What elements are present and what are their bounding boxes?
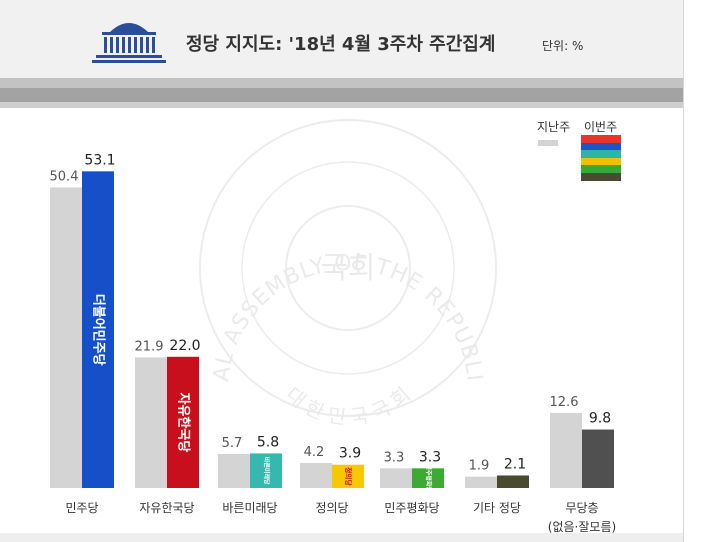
legend-current-swatch-stripe — [581, 172, 621, 181]
bar-current — [250, 453, 282, 488]
bar-party-logo: 민주평화당 — [425, 464, 433, 492]
data-label-previous: 1.9 — [469, 459, 490, 474]
bottom-border — [0, 533, 683, 542]
bar-previous — [50, 187, 82, 488]
header-divider-bottom — [0, 102, 683, 108]
data-label-previous: 3.3 — [384, 450, 405, 465]
bar-current — [412, 468, 444, 488]
legend-current-swatch-stripe — [581, 142, 621, 151]
data-label-current: 3.3 — [419, 449, 441, 465]
data-label-current: 2.1 — [504, 456, 526, 472]
page-title: 정당 지지도: '18년 4월 3주차 주간집계 — [186, 34, 496, 55]
bar-current — [82, 171, 114, 488]
bar-previous — [135, 357, 167, 488]
category-sublabel: (없음·잘모름) — [548, 520, 616, 533]
watermark-inner-text: 대 한 민 국 국 회 — [281, 382, 415, 429]
data-label-previous: 12.6 — [550, 395, 579, 410]
bar-current — [497, 475, 529, 488]
legend-current-swatch — [581, 135, 621, 181]
national-assembly-logo-icon — [92, 23, 166, 63]
bar-current — [582, 429, 614, 488]
category-label: 민주당 — [65, 501, 98, 515]
category-label: 자유한국당 — [139, 501, 194, 515]
category-label: 바른미래당 — [222, 501, 277, 515]
data-label-previous: 21.9 — [135, 339, 164, 354]
data-label-current: 9.8 — [589, 411, 611, 427]
data-label-current: 5.8 — [257, 434, 279, 450]
bar-party-logo: 더불어민주당 — [91, 294, 107, 366]
legend-current-swatch-stripe — [581, 135, 621, 143]
category-label: 무당층 — [565, 501, 598, 515]
header-divider-dark — [0, 88, 683, 102]
legend-current-swatch-stripe — [581, 165, 621, 173]
legend-current-swatch-stripe — [581, 157, 621, 166]
bar-previous — [380, 468, 412, 488]
legend-previous-swatch — [538, 140, 558, 146]
bar-previous — [550, 412, 582, 488]
bar-current — [332, 464, 364, 488]
data-label-current: 22.0 — [169, 338, 200, 354]
unit-label: 단위: % — [542, 39, 584, 53]
category-label: 민주평화당 — [384, 501, 439, 515]
bar-current — [167, 356, 199, 488]
bar-previous — [218, 454, 250, 488]
bar-party-logo: 정의당 — [344, 467, 353, 486]
header-band — [0, 0, 683, 78]
watermark-center-text: 국회 — [320, 251, 375, 286]
data-label-previous: 50.4 — [50, 169, 79, 184]
bar-party-logo: 자유한국당 — [176, 392, 192, 452]
data-label-current: 53.1 — [84, 152, 115, 168]
legend-current-swatch-stripe — [581, 150, 621, 158]
data-label-previous: 5.7 — [222, 436, 243, 451]
bar-party-logo: 바른미래당 — [263, 457, 271, 485]
category-label: 정의당 — [315, 501, 348, 515]
category-label: 기타 정당 — [473, 501, 521, 515]
bar-previous — [465, 476, 497, 488]
data-label-current: 3.9 — [339, 446, 361, 462]
legend-current-label: 이번주 — [584, 120, 618, 134]
data-label-previous: 4.2 — [304, 445, 325, 460]
legend-previous-label: 지난주 — [537, 120, 571, 134]
bar-previous — [300, 462, 332, 488]
right-border — [683, 0, 684, 542]
party-support-chart: THE NATIONAL ASSEMBLY OF THE REPUBLIC OF… — [0, 108, 617, 533]
header-divider-light — [0, 78, 683, 88]
